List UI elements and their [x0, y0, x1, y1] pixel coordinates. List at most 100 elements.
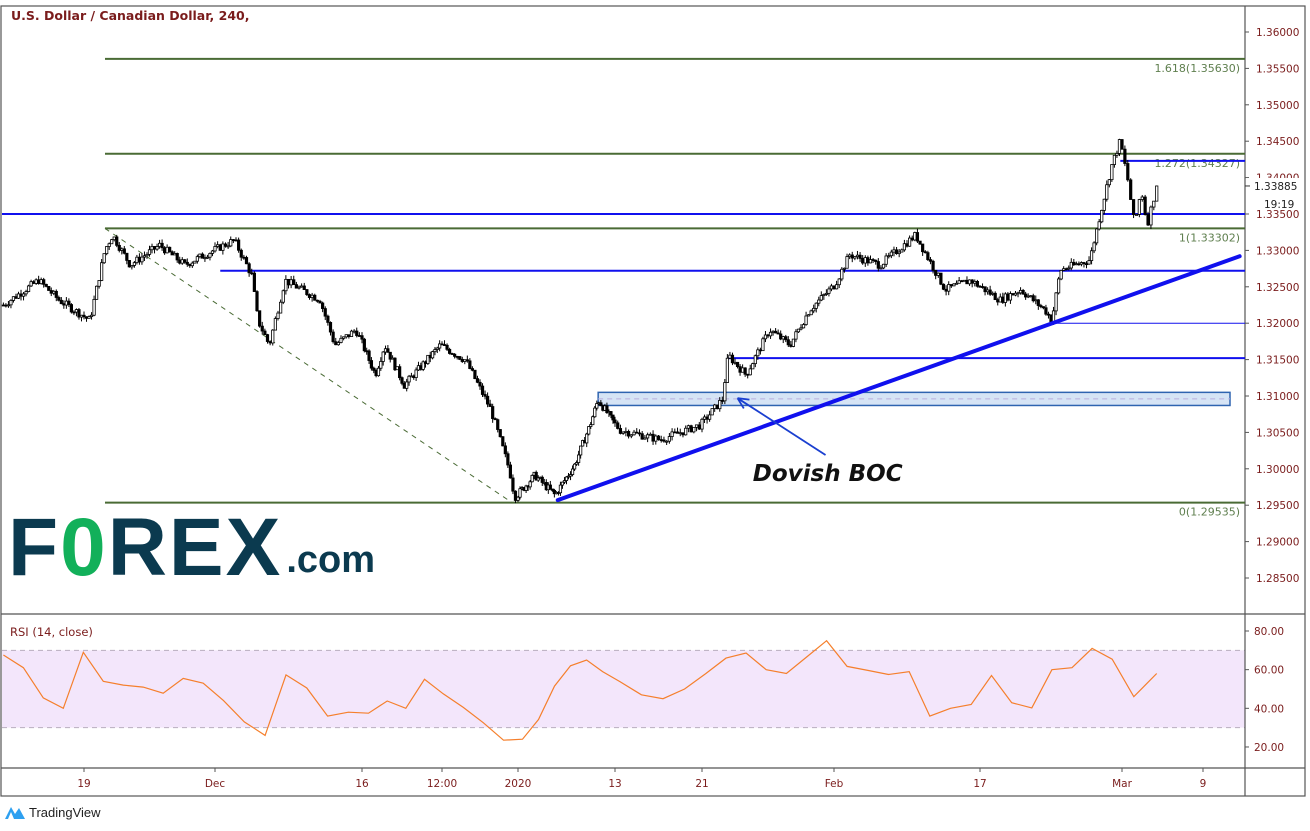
candle-down: [789, 344, 793, 347]
candle-down: [328, 322, 333, 333]
candle-down: [69, 304, 74, 313]
candle-down: [1082, 262, 1086, 265]
rsi-series: [3, 639, 1158, 741]
candle-down: [323, 308, 327, 317]
candle-down: [1131, 199, 1136, 215]
candle-down: [599, 402, 603, 406]
candle-up: [94, 285, 99, 300]
candle-down: [468, 360, 472, 369]
candle-down: [152, 246, 157, 250]
candle-down: [675, 431, 680, 434]
candle-down: [84, 316, 89, 319]
candle-down: [774, 330, 778, 334]
candle-up: [665, 440, 669, 443]
candle-down: [307, 294, 312, 298]
candle-up: [407, 375, 411, 383]
axes: 1.360001.355001.350001.345001.340001.335…: [1, 6, 1305, 796]
candle-down: [455, 355, 459, 358]
candle-down: [1041, 306, 1045, 309]
candle-down: [1129, 179, 1133, 200]
candle-down: [242, 256, 246, 259]
annotation-arrow: [737, 397, 827, 456]
candle-up: [868, 259, 873, 264]
candle-up: [289, 279, 293, 286]
candle-up: [686, 425, 691, 429]
candle-up: [962, 279, 966, 282]
ascending-trendline: [555, 254, 1242, 503]
candle-up: [279, 301, 283, 314]
candle-down: [926, 252, 930, 261]
candle-down: [315, 299, 319, 302]
candle-down: [453, 353, 457, 357]
candle-down: [360, 335, 364, 340]
candle-down: [659, 439, 663, 441]
candle-down: [305, 289, 309, 295]
candle-up: [147, 249, 152, 255]
candle-up: [1100, 209, 1104, 223]
candle-down: [715, 404, 719, 410]
candle-up: [210, 250, 215, 254]
candle-up: [1057, 278, 1061, 294]
candle-up: [1026, 295, 1030, 298]
candle-up: [300, 285, 304, 288]
candle-down: [1, 304, 5, 307]
candle-up: [87, 316, 91, 319]
candle-down: [445, 344, 449, 350]
candle-up: [310, 294, 314, 298]
candle-up: [1107, 179, 1111, 186]
candle-up: [530, 474, 534, 483]
candle-up: [809, 310, 813, 316]
candle-up: [900, 249, 904, 253]
price-tick-label: 1.36000: [1256, 27, 1299, 39]
candle-up: [24, 291, 28, 295]
candle-down: [170, 251, 174, 256]
candle-down: [355, 330, 359, 336]
candle-up: [827, 288, 831, 294]
drawings-front[interactable]: Dovish BOC: [555, 254, 1242, 503]
fib-level-label: 1.272(1.34327): [1154, 157, 1240, 170]
candle-up: [1059, 270, 1063, 280]
candle-up: [855, 254, 860, 258]
candle-down: [540, 476, 544, 483]
candle-up: [11, 296, 16, 301]
candle-down: [292, 279, 296, 286]
candle-down: [1084, 263, 1089, 266]
fib-level-label: 1(1.33302): [1179, 231, 1240, 244]
candle-up: [748, 368, 752, 376]
candle-down: [779, 333, 783, 340]
candle-down: [59, 299, 63, 305]
candle-down: [44, 283, 48, 287]
candle-up: [21, 293, 26, 297]
tradingview-brand[interactable]: TradingView: [4, 804, 101, 820]
candle-up: [1018, 289, 1023, 294]
candle-up: [684, 427, 688, 436]
candle-up: [110, 239, 114, 245]
candle-up: [1003, 293, 1007, 303]
candle-up: [1140, 196, 1144, 200]
candle-down: [400, 377, 404, 384]
candle-down: [776, 332, 780, 335]
price-tick-label: 1.31000: [1256, 391, 1299, 403]
candle-down: [223, 243, 228, 247]
price-tick-label: 1.33500: [1256, 209, 1299, 221]
candle-down: [730, 354, 735, 364]
candle-down: [673, 431, 677, 434]
candle-down: [1046, 313, 1051, 316]
candle-up: [1117, 139, 1122, 154]
candle-down: [1024, 293, 1028, 298]
price-tick-label: 1.31500: [1256, 355, 1299, 367]
candle-up: [587, 426, 591, 435]
annotation-text: Dovish BOC: [753, 461, 903, 487]
candle-up: [952, 283, 956, 287]
candle-up: [954, 282, 959, 285]
candle-up: [763, 334, 768, 340]
tradingview-logo-icon: [5, 807, 25, 819]
candle-up: [150, 246, 154, 251]
time-tick-label: 19: [77, 778, 90, 790]
candle-up: [713, 404, 717, 409]
logo-rex: REX: [107, 502, 283, 593]
rsi-band-fill: [2, 650, 1245, 728]
candle-up: [344, 334, 348, 338]
candle-up: [572, 463, 577, 470]
